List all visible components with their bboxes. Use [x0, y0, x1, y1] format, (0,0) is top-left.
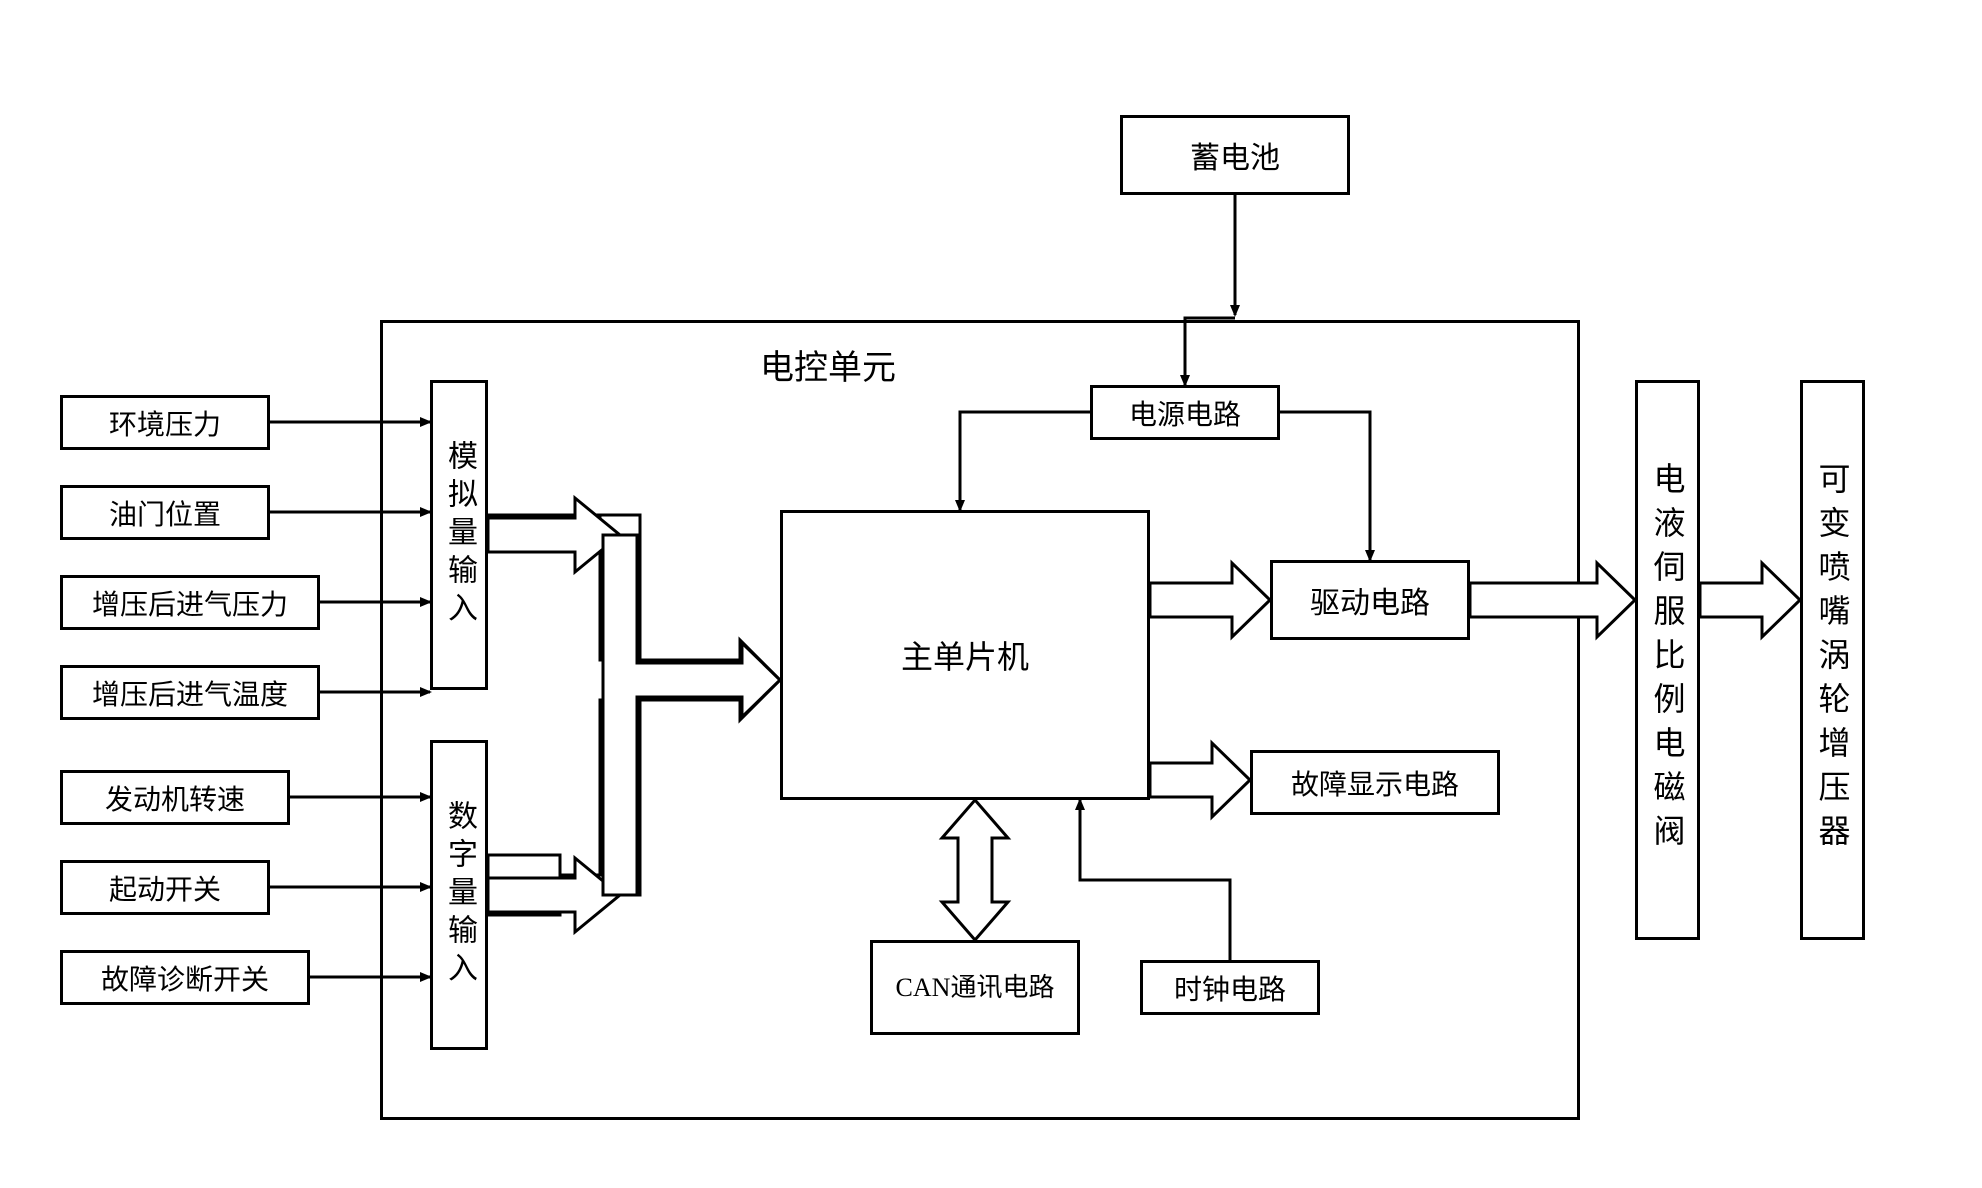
input-env-pressure-label: 环境压力: [109, 403, 221, 443]
input-throttle-label: 油门位置: [109, 493, 221, 533]
power-circuit-node: 电源电路: [1090, 385, 1280, 440]
can-circuit-label: CAN通讯电路: [896, 971, 1055, 1005]
input-env-pressure: 环境压力: [60, 395, 270, 450]
analog-input-node: 模拟量输入: [430, 380, 488, 690]
servo-valve-node: 电液伺服比例电磁阀: [1635, 380, 1700, 940]
mcu-node: 主单片机: [780, 510, 1150, 800]
fault-display-node: 故障显示电路: [1250, 750, 1500, 815]
battery-node: 蓄电池: [1120, 115, 1350, 195]
ecu-label: 电控单元: [760, 340, 896, 389]
clock-circuit-node: 时钟电路: [1140, 960, 1320, 1015]
turbo-label: 可变喷嘴涡轮增压器: [1810, 462, 1856, 858]
input-throttle: 油门位置: [60, 485, 270, 540]
input-fault-switch-label: 故障诊断开关: [101, 958, 269, 998]
input-boost-temp-label: 增压后进气温度: [92, 673, 288, 713]
input-engine-rpm-label: 发动机转速: [105, 778, 245, 818]
driver-circuit-label: 驱动电路: [1310, 578, 1430, 622]
power-circuit-label: 电源电路: [1129, 393, 1241, 433]
input-boost-pressure: 增压后进气压力: [60, 575, 320, 630]
fault-display-label: 故障显示电路: [1291, 763, 1459, 803]
input-boost-temp: 增压后进气温度: [60, 665, 320, 720]
input-fault-switch: 故障诊断开关: [60, 950, 310, 1005]
input-boost-pressure-label: 增压后进气压力: [92, 583, 288, 623]
input-start-switch-label: 起动开关: [109, 868, 221, 908]
input-engine-rpm: 发动机转速: [60, 770, 290, 825]
input-start-switch: 起动开关: [60, 860, 270, 915]
analog-input-label: 模拟量输入: [437, 440, 481, 630]
servo-valve-label: 电液伺服比例电磁阀: [1645, 462, 1691, 858]
digital-input-node: 数字量输入: [430, 740, 488, 1050]
battery-label: 蓄电池: [1190, 133, 1280, 177]
can-circuit-node: CAN通讯电路: [870, 940, 1080, 1035]
mcu-label: 主单片机: [901, 632, 1029, 678]
digital-input-label: 数字量输入: [437, 800, 481, 990]
clock-circuit-label: 时钟电路: [1174, 968, 1286, 1008]
turbo-node: 可变喷嘴涡轮增压器: [1800, 380, 1865, 940]
driver-circuit-node: 驱动电路: [1270, 560, 1470, 640]
hollow-servo-to-turbo: [1700, 563, 1800, 637]
